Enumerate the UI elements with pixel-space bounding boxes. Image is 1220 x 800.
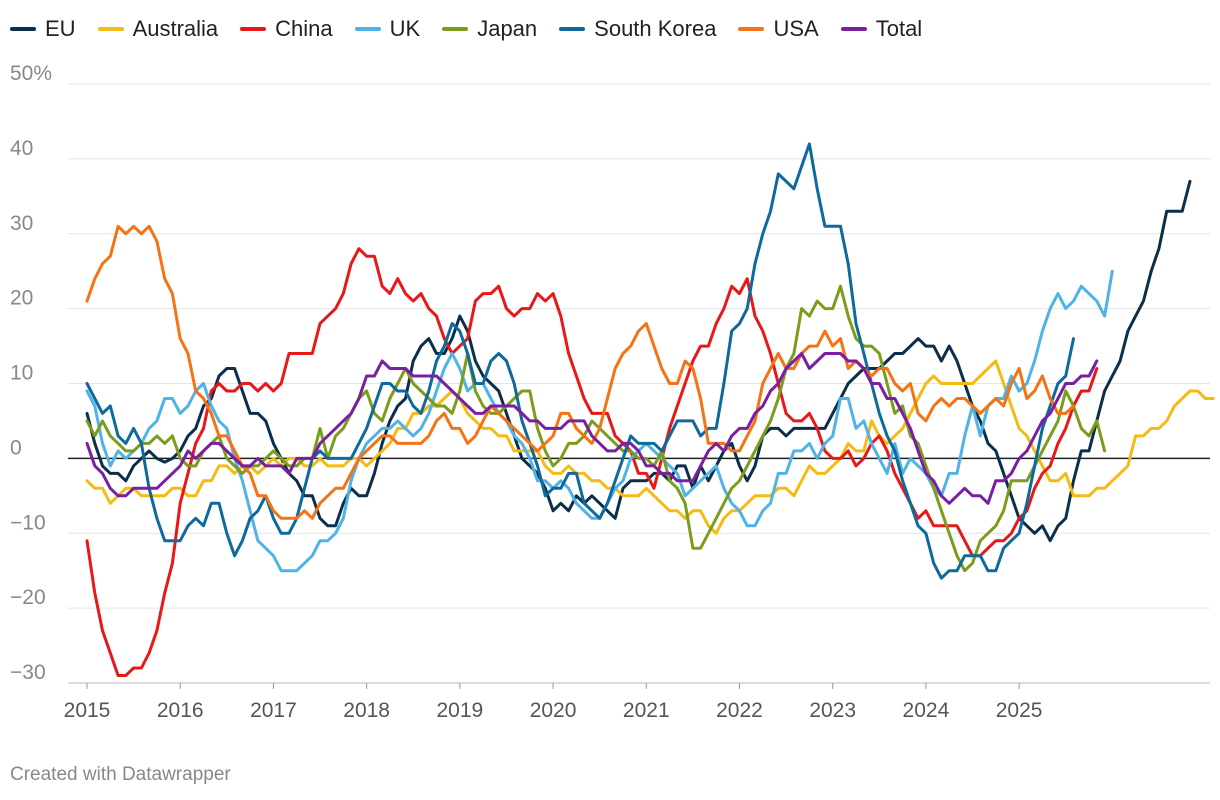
y-tick-label: −30 <box>10 661 46 684</box>
x-tick-label: 2023 <box>809 699 856 722</box>
legend-label: USA <box>773 16 819 41</box>
legend-label: Australia <box>132 16 219 41</box>
y-tick-label: 0 <box>10 436 22 459</box>
legend-item-uk: UK <box>354 16 421 42</box>
y-tick-label: 30 <box>10 212 33 235</box>
series-lines <box>85 142 1215 677</box>
legend-item-china: China <box>240 16 333 42</box>
x-tick-label: 2020 <box>530 699 577 722</box>
y-axis-tick-labels: 50% 40 30 20 10 0 −10 −20 −30 <box>10 62 52 684</box>
x-tick-label: 2018 <box>343 699 390 722</box>
legend-swatch <box>738 27 765 31</box>
legend-label: China <box>275 16 333 41</box>
legend-swatch <box>354 27 381 31</box>
legend-item-total: Total <box>840 16 923 42</box>
series-line-australia <box>85 359 1215 535</box>
legend-item-japan: Japan <box>442 16 537 42</box>
legend-swatch <box>840 27 867 31</box>
legend-item-eu: EU <box>10 16 76 42</box>
y-tick-label: −20 <box>10 586 46 609</box>
y-tick-label: 40 <box>10 137 33 160</box>
legend-swatch <box>442 27 469 31</box>
datawrapper-credit[interactable]: Created with Datawrapper <box>10 764 231 785</box>
legend-label: EU <box>45 16 76 41</box>
legend-item-usa: USA <box>738 16 819 42</box>
x-tick-label: 2025 <box>996 699 1043 722</box>
x-tick-label: 2016 <box>157 699 204 722</box>
y-tick-label: 50% <box>10 62 52 85</box>
y-tick-label: −10 <box>10 511 46 534</box>
series-line-china <box>85 247 1099 677</box>
series-line-south-korea <box>85 142 1075 580</box>
x-tick-label: 2019 <box>436 699 483 722</box>
series-line-japan <box>85 284 1107 573</box>
legend-item-south-korea: South Korea <box>559 16 716 42</box>
legend-item-australia: Australia <box>97 16 219 42</box>
series-line-total <box>85 352 1099 505</box>
legend-label: Total <box>875 16 923 41</box>
series-line-usa <box>85 224 1075 520</box>
legend-swatch <box>240 27 267 31</box>
legend-label: Japan <box>477 16 538 41</box>
x-axis: 2015 2016 2017 2018 2019 2020 2021 2022 2023 2024… <box>64 682 1210 722</box>
legend-swatch <box>559 27 586 31</box>
x-tick-label: 2021 <box>623 699 670 722</box>
series-line-eu <box>85 179 1192 543</box>
x-tick-label: 2024 <box>903 699 950 722</box>
legend-label: UK <box>389 16 421 41</box>
x-tick-label: 2022 <box>716 699 763 722</box>
x-tick-label: 2015 <box>64 699 111 722</box>
x-tick-label: 2017 <box>250 699 297 722</box>
legend-swatch <box>97 27 124 31</box>
chart-legend: EU Australia China UK Japan South Korea USA Tot… <box>10 14 944 44</box>
legend-swatch <box>10 27 36 31</box>
y-tick-label: 10 <box>10 362 33 385</box>
legend-label: South Korea <box>594 16 717 41</box>
y-tick-label: 20 <box>10 287 33 310</box>
